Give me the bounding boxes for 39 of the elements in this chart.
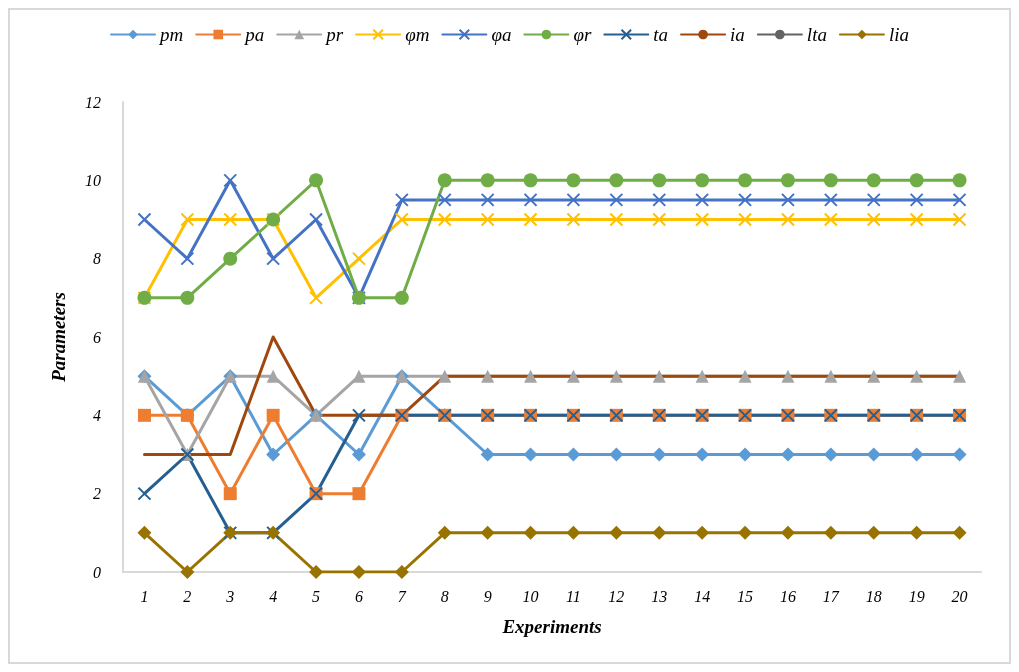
x-tick-label: 15	[737, 587, 754, 605]
legend-label: lta	[806, 24, 827, 45]
x-tick-label: 11	[566, 587, 581, 605]
legend-label: φa	[491, 24, 512, 45]
legend-label: φm	[405, 24, 430, 45]
legend-label: pm	[158, 24, 184, 45]
x-tick-label: 14	[694, 587, 711, 605]
x-tick-label: 6	[354, 587, 363, 605]
x-tick-label: 2	[183, 587, 192, 605]
legend-label: φr	[573, 24, 592, 45]
y-tick-label: 6	[93, 328, 101, 346]
x-tick-label: 17	[822, 587, 840, 605]
x-tick-label: 13	[651, 587, 668, 605]
legend-label: lia	[888, 24, 909, 45]
x-tick-label: 18	[865, 587, 882, 605]
y-tick-label: 4	[93, 406, 101, 424]
y-tick-label: 0	[93, 563, 101, 581]
legend-label: pr	[324, 24, 344, 45]
x-tick-label: 10	[522, 587, 539, 605]
x-tick-label: 5	[312, 587, 321, 605]
y-tick-label: 8	[93, 250, 101, 268]
x-tick-label: 8	[440, 587, 449, 605]
x-tick-label: 16	[779, 587, 796, 605]
x-tick-label: 19	[908, 587, 925, 605]
x-tick-label: 7	[397, 587, 407, 605]
x-tick-label: 1	[140, 587, 149, 605]
x-tick-label: 3	[225, 587, 235, 605]
legend-label: pa	[243, 24, 265, 45]
x-tick-label: 20	[951, 587, 968, 605]
x-tick-label: 4	[269, 587, 278, 605]
y-tick-label: 2	[93, 485, 101, 503]
legend-label: ia	[730, 24, 745, 45]
y-tick-label: 10	[85, 171, 101, 189]
x-tick-label: 12	[608, 587, 625, 605]
x-axis-title: Experiments	[501, 616, 602, 637]
y-axis-title: Parameters	[48, 292, 69, 383]
y-tick-label: 12	[85, 93, 101, 111]
legend-label: ta	[653, 24, 669, 45]
x-tick-label: 9	[483, 587, 492, 605]
